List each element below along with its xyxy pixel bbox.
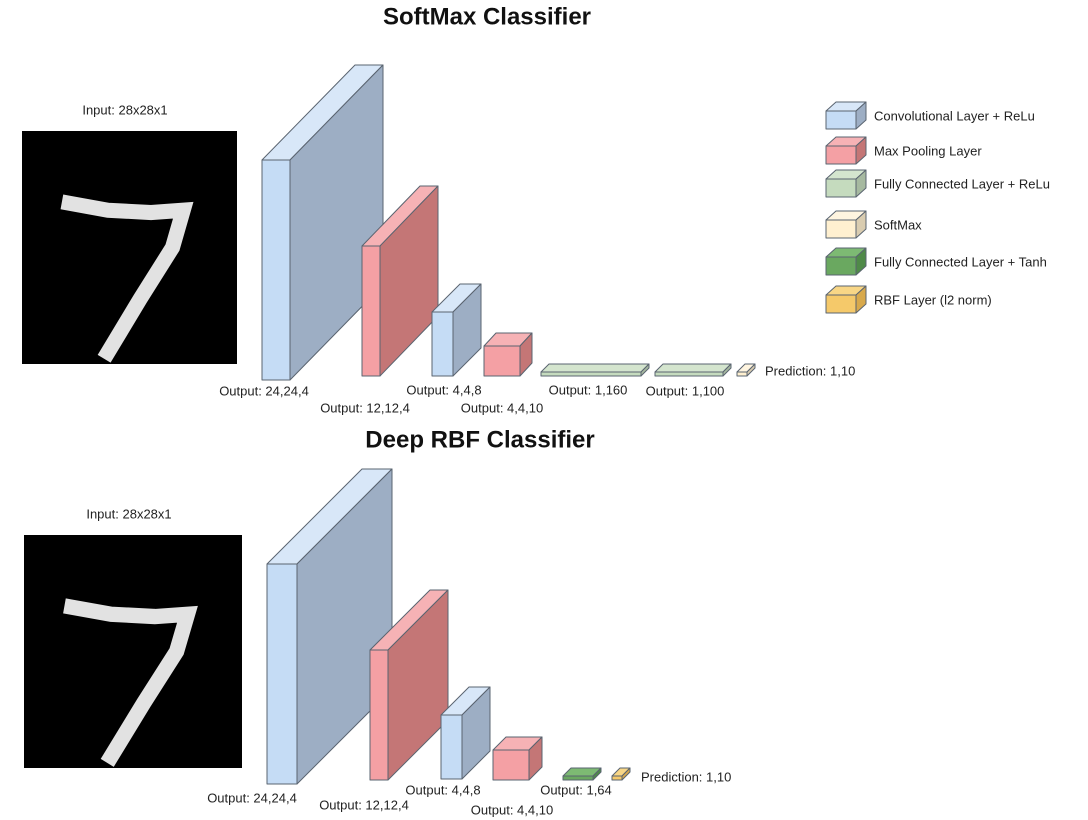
layer-label: Output: 12,12,4 bbox=[319, 797, 409, 812]
cube-front bbox=[483, 345, 521, 377]
legend-label: SoftMax bbox=[874, 217, 922, 232]
layer-label: Output: 4,4,8 bbox=[406, 382, 481, 397]
cube-top bbox=[540, 363, 650, 373]
cube-front bbox=[492, 749, 530, 781]
digit-stroke bbox=[60, 194, 194, 363]
input-label: Input: 28x28x1 bbox=[86, 506, 171, 521]
layer-block bbox=[540, 363, 650, 377]
layer-block bbox=[562, 767, 602, 781]
cube-front bbox=[261, 159, 291, 381]
layer-label: Output: 24,24,4 bbox=[207, 790, 297, 805]
cube-front bbox=[431, 311, 454, 377]
input-image bbox=[24, 535, 242, 768]
cube-front bbox=[825, 145, 857, 165]
legend-swatch bbox=[825, 285, 867, 314]
legend-swatch bbox=[825, 247, 867, 276]
input-image bbox=[22, 131, 237, 364]
layer-block bbox=[483, 332, 533, 377]
layer-label: Output: 4,4,10 bbox=[471, 802, 553, 817]
legend-label: Max Pooling Layer bbox=[874, 143, 982, 158]
layer-block bbox=[654, 363, 732, 377]
legend-swatch bbox=[825, 101, 867, 130]
layer-label: Output: 1,100 bbox=[646, 383, 725, 398]
cube-front bbox=[825, 294, 857, 314]
layer-block bbox=[492, 736, 543, 781]
legend-swatch bbox=[825, 169, 867, 198]
cube-front bbox=[369, 649, 389, 781]
cube-front bbox=[361, 245, 381, 377]
cube-front bbox=[611, 775, 623, 781]
layer-label: Output: 12,12,4 bbox=[320, 400, 410, 415]
cube-front bbox=[266, 563, 298, 785]
cube-top bbox=[654, 363, 732, 373]
legend-label: Fully Connected Layer + Tanh bbox=[874, 254, 1047, 269]
cube-front bbox=[654, 371, 724, 377]
cube-front bbox=[825, 219, 857, 239]
layer-block bbox=[736, 363, 756, 377]
cube-front bbox=[540, 371, 642, 377]
layer-block bbox=[431, 283, 482, 377]
legend-swatch bbox=[825, 136, 867, 165]
cube-front bbox=[825, 256, 857, 276]
input-label: Input: 28x28x1 bbox=[82, 102, 167, 117]
diagram-title: SoftMax Classifier bbox=[383, 3, 591, 30]
layer-block bbox=[611, 767, 631, 781]
layer-block bbox=[440, 686, 491, 780]
layer-label: Output: 4,4,8 bbox=[405, 782, 480, 797]
layer-block bbox=[361, 185, 439, 377]
digit-stroke bbox=[63, 598, 198, 767]
layer-label: Output: 4,4,10 bbox=[461, 400, 543, 415]
cube-front bbox=[825, 178, 857, 198]
cube-front bbox=[736, 371, 748, 377]
layer-label: Prediction: 1,10 bbox=[765, 363, 855, 378]
layer-label: Output: 1,64 bbox=[540, 782, 612, 797]
legend-label: RBF Layer (l2 norm) bbox=[874, 292, 992, 307]
layer-label: Output: 24,24,4 bbox=[219, 383, 309, 398]
layer-block bbox=[261, 64, 384, 381]
legend-label: Convolutional Layer + ReLu bbox=[874, 108, 1035, 123]
legend-label: Fully Connected Layer + ReLu bbox=[874, 176, 1050, 191]
cube-front bbox=[440, 714, 463, 780]
layer-block bbox=[369, 589, 449, 781]
diagram-title: Deep RBF Classifier bbox=[365, 426, 594, 453]
layer-label: Prediction: 1,10 bbox=[641, 769, 731, 784]
cube-front bbox=[825, 110, 857, 130]
layer-label: Output: 1,160 bbox=[549, 382, 628, 397]
cube-front bbox=[562, 775, 594, 781]
legend-swatch bbox=[825, 210, 867, 239]
